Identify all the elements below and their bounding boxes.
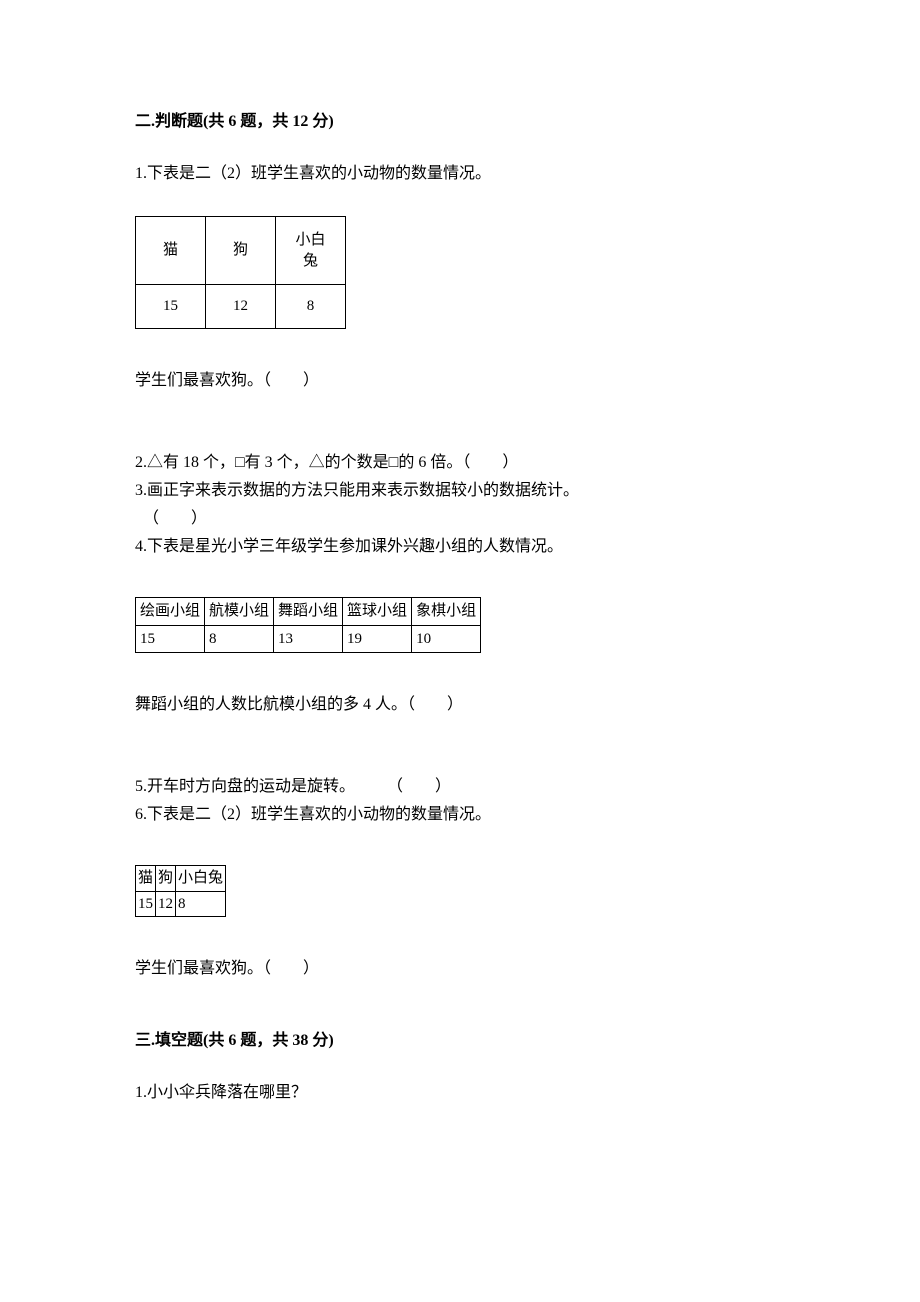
question-1-table: 猫 狗 小白兔 15 12 8 — [135, 216, 346, 329]
table3-header-dog: 狗 — [156, 866, 176, 892]
table3-value-dog: 12 — [156, 891, 176, 917]
question-3-text: 3.画正字来表示数据的方法只能用来表示数据较小的数据统计。 — [135, 479, 785, 503]
table2-value-3: 19 — [343, 625, 412, 653]
question-6-statement: 学生们最喜欢狗。（ ） — [135, 957, 785, 981]
table2-header-4: 象棋小组 — [412, 598, 481, 626]
table2-header-3: 篮球小组 — [343, 598, 412, 626]
question-4-table: 绘画小组 航模小组 舞蹈小组 篮球小组 象棋小组 15 8 13 19 10 — [135, 597, 481, 653]
question-6-table: 猫 狗 小白兔 15 12 8 — [135, 865, 226, 917]
table2-value-0: 15 — [136, 625, 205, 653]
table1-value-cat: 15 — [136, 285, 206, 329]
table3-header-rabbit: 小白兔 — [176, 866, 226, 892]
table1-header-cat: 猫 — [136, 217, 206, 285]
table3-value-cat: 15 — [136, 891, 156, 917]
question-1-statement: 学生们最喜欢狗。（ ） — [135, 369, 785, 393]
table1-header-dog: 狗 — [206, 217, 276, 285]
table1-header-rabbit: 小白兔 — [276, 217, 346, 285]
question-6-intro: 6.下表是二（2）班学生喜欢的小动物的数量情况。 — [135, 803, 785, 827]
question-2: 2.△有 18 个，□有 3 个，△的个数是□的 6 倍。（ ） — [135, 451, 785, 475]
section-2-heading: 二.判断题(共 6 题，共 12 分) — [135, 110, 785, 134]
question-1-intro: 1.下表是二（2）班学生喜欢的小动物的数量情况。 — [135, 162, 785, 186]
table2-value-2: 13 — [274, 625, 343, 653]
table1-value-rabbit: 8 — [276, 285, 346, 329]
question-3-paren: （ ） — [135, 507, 785, 531]
table1-value-dog: 12 — [206, 285, 276, 329]
table3-value-rabbit: 8 — [176, 891, 226, 917]
table2-value-4: 10 — [412, 625, 481, 653]
table3-header-cat: 猫 — [136, 866, 156, 892]
table2-header-0: 绘画小组 — [136, 598, 205, 626]
section-3-heading: 三.填空题(共 6 题，共 38 分) — [135, 1029, 785, 1053]
table2-value-1: 8 — [205, 625, 274, 653]
question-5: 5.开车时方向盘的运动是旋转。 （ ） — [135, 775, 785, 799]
question-4-intro: 4.下表是星光小学三年级学生参加课外兴趣小组的人数情况。 — [135, 535, 785, 559]
section-3-question-1: 1.小小伞兵降落在哪里？ — [135, 1081, 785, 1105]
question-4-statement: 舞蹈小组的人数比航模小组的多 4 人。（ ） — [135, 693, 785, 717]
table2-header-1: 航模小组 — [205, 598, 274, 626]
table2-header-2: 舞蹈小组 — [274, 598, 343, 626]
